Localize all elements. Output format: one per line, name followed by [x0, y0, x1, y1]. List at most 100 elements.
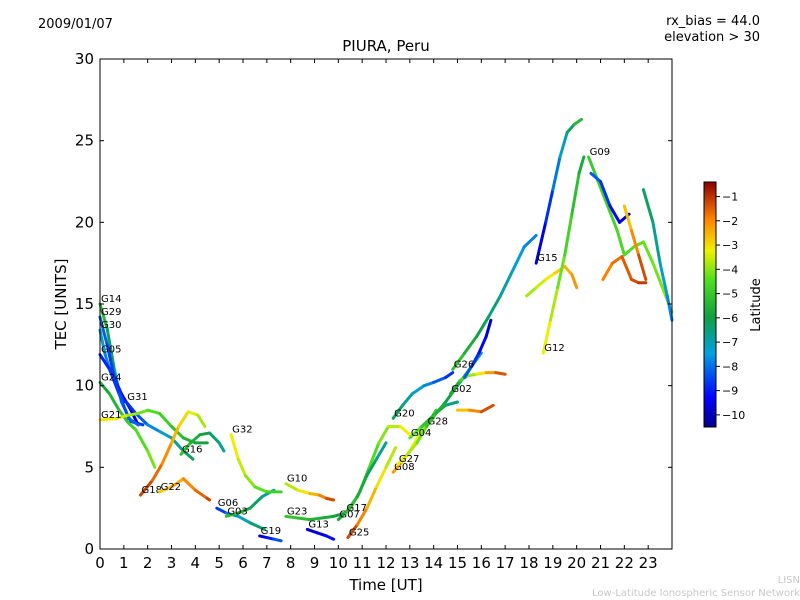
series-segment [158, 411, 173, 428]
series-segment [374, 465, 388, 489]
series-segment [629, 229, 641, 257]
x-tick-label: 22 [615, 554, 634, 572]
series-segment [236, 457, 247, 477]
series-segment [665, 294, 674, 322]
series-segment [589, 171, 602, 183]
date-label: 2009/01/07 [38, 17, 113, 32]
series-segment [150, 462, 164, 482]
colorbar-tick-label: −7 [722, 336, 738, 349]
x-tick-label: 10 [329, 554, 348, 572]
series-G10: G10 [284, 474, 336, 502]
series-segment [105, 327, 116, 371]
series-segment [284, 482, 300, 492]
series-segment [181, 449, 195, 461]
series-G16: G16 [179, 431, 226, 456]
series-segment [146, 449, 157, 469]
series-label: G26 [454, 359, 474, 370]
series-segment [253, 485, 269, 494]
series-segment [548, 286, 560, 322]
series-G02: G02 [448, 371, 507, 396]
x-tick-label: 14 [424, 554, 443, 572]
series-segment [570, 171, 581, 216]
series-segment [308, 516, 324, 522]
series-segment [377, 425, 390, 445]
series-G17: G17 [343, 441, 388, 515]
series-segment [558, 131, 569, 159]
series-segment [158, 485, 173, 494]
series-segment [105, 343, 116, 379]
series-segment [355, 474, 369, 499]
series-segment [405, 441, 419, 456]
series-G32: G32 [229, 425, 283, 494]
x-tick-label: 21 [591, 554, 610, 572]
series-segment [272, 537, 283, 543]
series-G26: G26 [451, 233, 538, 371]
series-segment [398, 425, 412, 437]
series-segment [343, 495, 359, 515]
y-axis-label: TEC [UNITS] [52, 259, 70, 351]
series-segment [324, 496, 336, 502]
series-segment [622, 245, 636, 257]
series-G02b [456, 403, 495, 414]
series-segment [98, 315, 109, 347]
series-G09d [601, 255, 648, 285]
series-segment [139, 478, 154, 497]
series-G10b [463, 318, 493, 379]
series-segment [425, 411, 438, 428]
y-tick-label: 0 [84, 540, 94, 558]
series-segment [229, 433, 240, 461]
footer-org: LISN [777, 575, 800, 586]
series-G18: G18 [139, 410, 207, 497]
series-segment [127, 416, 140, 427]
series-segment [577, 155, 586, 175]
colorbar-tick-label: −1 [722, 191, 738, 204]
series-segment [205, 496, 212, 502]
series-segment [415, 425, 429, 445]
series-segment [215, 506, 228, 515]
series-segment [127, 421, 138, 432]
colorbar-tick-label: −8 [722, 360, 738, 373]
series-segment [320, 514, 336, 520]
series-segment [198, 431, 212, 437]
series-segment [608, 204, 622, 224]
series-segment [451, 351, 467, 371]
series-segment [146, 423, 162, 433]
series-segment [651, 261, 664, 290]
series-segment [396, 452, 409, 466]
series-G06: G06 [215, 498, 266, 531]
series-segment [355, 506, 369, 526]
series-segment [170, 477, 185, 489]
x-tick-label: 4 [191, 554, 201, 572]
series-segment [186, 410, 200, 417]
series-segment [498, 269, 514, 298]
series-label: G12 [544, 343, 564, 354]
series-segment [651, 220, 662, 265]
series-segment [236, 506, 252, 515]
series-label: G27 [399, 454, 419, 465]
series-segment [308, 491, 321, 497]
series-segment [305, 527, 319, 535]
series-segment [556, 253, 567, 290]
y-tick-label: 10 [75, 377, 94, 395]
rx-bias-label: rx_bias = 44.0 [666, 14, 760, 29]
series-segment [181, 477, 197, 492]
series-segment [525, 286, 538, 298]
series-G13: G13 [305, 519, 336, 541]
x-axis: 0 1 2 3 4 5 6 7 8 9 10 11 12 13 14 15 16 17 18 19 20 21 22 23 [95, 59, 658, 572]
series-segment [193, 488, 209, 500]
series-label: G28 [428, 417, 448, 428]
y-tick-label: 15 [75, 295, 94, 313]
series-segment [324, 534, 336, 541]
series-label: G08 [394, 462, 414, 473]
series-segment [563, 212, 574, 257]
series-label: G09 [590, 147, 610, 158]
series-G09e [622, 204, 648, 281]
series-G20: G20 [391, 371, 455, 420]
series-segment [158, 429, 173, 440]
series-segment [434, 400, 448, 415]
series-segment [475, 371, 488, 376]
series-segment [124, 400, 138, 415]
series-segment [177, 410, 190, 428]
series-label: G32 [232, 425, 252, 436]
